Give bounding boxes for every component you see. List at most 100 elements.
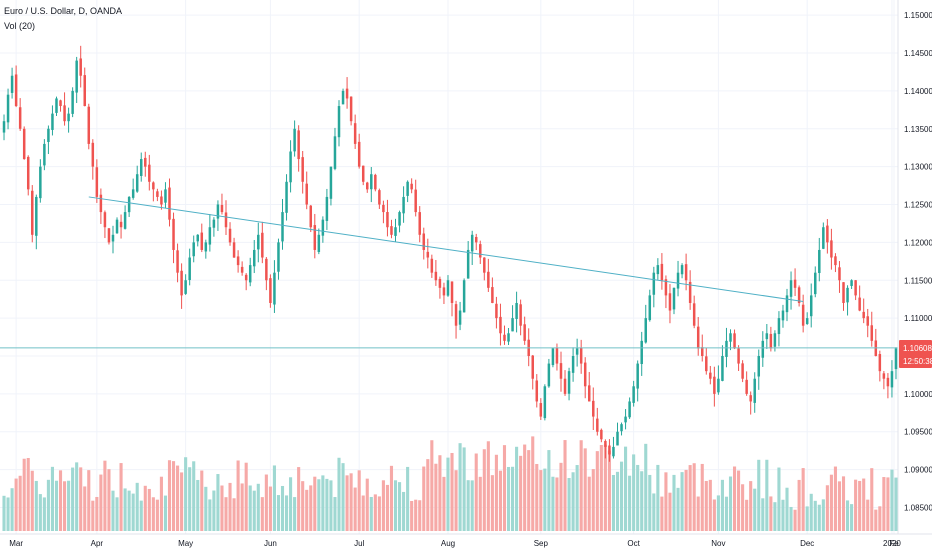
candle-body	[773, 333, 777, 347]
candle-body	[135, 174, 139, 192]
volume-bar	[139, 500, 143, 531]
candle-body	[575, 348, 579, 355]
volume-bar	[184, 457, 188, 531]
price-axis[interactable]: 1.15000 1.14500 1.14000 1.13500 1.13000 1.125…	[904, 11, 932, 512]
candle-body	[600, 429, 603, 440]
volume-bar	[648, 474, 652, 531]
candle-body	[688, 281, 692, 303]
candle-body	[410, 183, 413, 190]
volume-bar	[805, 506, 809, 531]
candle-body	[446, 280, 450, 296]
volume-bar	[486, 441, 490, 531]
candle-body	[640, 340, 643, 365]
candle-body	[737, 348, 740, 364]
price-tick-label: 1.15000	[904, 11, 932, 20]
candle-body	[35, 196, 38, 236]
candle-body	[777, 318, 781, 335]
candle-body	[620, 424, 623, 432]
candle-body	[612, 446, 615, 457]
time-tick-label: Aug	[441, 539, 455, 548]
candle-body	[608, 445, 611, 455]
volume-bar	[773, 502, 777, 531]
volume-bar	[829, 474, 833, 531]
volume-bar	[188, 467, 192, 531]
volume-bar	[551, 476, 555, 531]
volume-bar	[147, 488, 151, 531]
volume-bar	[180, 472, 184, 531]
volume-bar	[466, 480, 470, 531]
volume-bar	[870, 468, 874, 531]
candle-body	[426, 251, 430, 258]
drawings[interactable]	[0, 196, 898, 349]
volume-bar	[103, 460, 107, 531]
volume-bar	[135, 482, 139, 531]
volume-bar	[264, 474, 268, 531]
volume-bar	[502, 445, 507, 531]
candle-body	[583, 362, 587, 387]
candle-body	[212, 219, 216, 228]
volume-bar	[216, 474, 220, 531]
volume-bar	[817, 504, 821, 531]
volume-bar	[894, 477, 898, 531]
price-tick-label: 1.10000	[904, 390, 932, 399]
candle-body	[809, 295, 813, 317]
volume-bar	[789, 506, 793, 531]
volume-bar	[272, 465, 276, 531]
volume-bar	[769, 496, 773, 531]
candle-body	[216, 204, 220, 219]
candle-body	[289, 151, 292, 183]
volume-indicator-label[interactable]: Vol (20)	[4, 21, 36, 31]
candle-body	[781, 310, 785, 321]
candle-body	[866, 316, 869, 326]
candle-body	[313, 225, 317, 250]
volume-bar	[490, 475, 494, 531]
candle-body	[236, 256, 240, 266]
volume-bar	[115, 497, 119, 531]
price-tick-label: 1.08500	[904, 503, 932, 512]
candle-body	[761, 340, 765, 358]
volume-bar	[611, 474, 616, 531]
volume-bar	[155, 499, 159, 531]
volume-bar	[712, 499, 716, 531]
candle-body	[753, 378, 756, 403]
volume-bar	[406, 466, 410, 531]
candle-body	[535, 380, 539, 402]
price-tick-label: 1.12000	[904, 238, 932, 247]
volume-bar	[628, 475, 632, 531]
candle-body	[624, 416, 627, 423]
candle-body	[374, 174, 377, 190]
volume-bar	[99, 474, 103, 531]
candle-body	[317, 234, 321, 252]
volume-bar	[478, 476, 482, 531]
volume-bar	[426, 459, 430, 531]
candle-body	[139, 159, 143, 176]
volume-bar	[26, 457, 30, 531]
candle-body	[321, 219, 325, 236]
symbol-title[interactable]: Euro / U.S. Dollar, D, OANDA	[4, 6, 123, 16]
volume-bar	[345, 475, 349, 531]
volume-bar	[365, 478, 369, 531]
candle-body	[442, 287, 446, 296]
candle-body	[293, 128, 296, 152]
candle-body	[87, 106, 91, 144]
volume-bar	[349, 473, 353, 531]
candle-body	[353, 123, 357, 144]
candle-body	[59, 100, 62, 107]
candle-body	[648, 295, 652, 321]
candle-body	[725, 340, 728, 357]
candle-body	[458, 310, 462, 325]
volume-bar	[498, 470, 503, 531]
volume-bar	[389, 465, 394, 531]
volume-bar	[845, 500, 850, 531]
volume-bar	[664, 472, 668, 531]
candle-body	[55, 98, 58, 113]
volume-bar	[414, 499, 418, 531]
candle-body	[470, 234, 474, 252]
volume-bar	[232, 498, 236, 531]
volume-bar	[54, 480, 59, 531]
volume-bar	[171, 461, 176, 531]
volume-bar	[369, 496, 373, 531]
